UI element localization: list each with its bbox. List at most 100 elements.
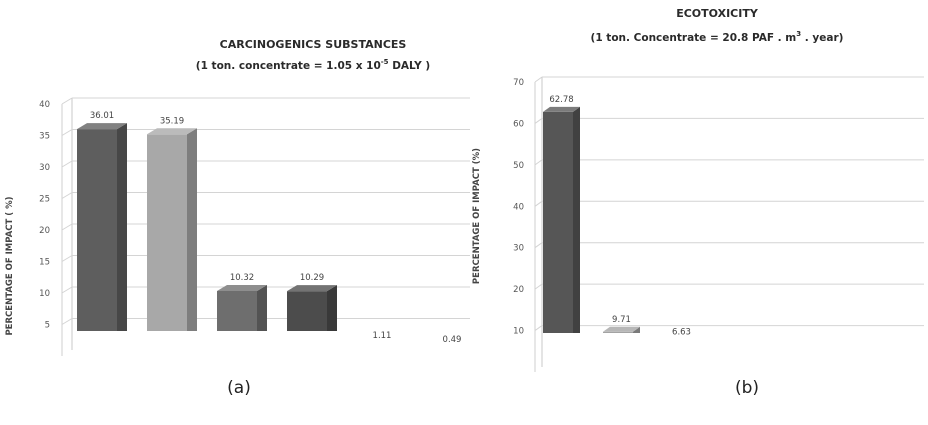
chart-a-bar-2-front: [147, 134, 187, 331]
chart-a-bar-5: [357, 343, 407, 386]
chart-a-gridline-depth: [61, 129, 73, 136]
chart-b-data-label-2: 9.71: [612, 315, 631, 325]
chart-a-gridline-depth: [61, 192, 73, 199]
chart-b-subtitle: (1 ton. Concentrate = 20.8 PAF . m3 . ye…: [591, 30, 844, 44]
chart-b-title: ECOTOXICITY: [676, 7, 759, 20]
chart-b-subtitle-exponent: 3: [796, 30, 801, 38]
chart-a-bar-2-side: [187, 128, 197, 331]
chart-a-gridline-depth: [61, 223, 73, 231]
chart-a-gridlines: [61, 97, 470, 356]
chart-b-bar-3-front: [663, 345, 693, 402]
chart-a-bar-3: [217, 284, 267, 331]
chart-a-bar-5-side: [397, 343, 407, 386]
chart-b-bar-3-top: [663, 340, 700, 345]
chart-a-bar-1: [77, 123, 127, 331]
chart-a-bar-4: [287, 285, 337, 331]
chart-a-data-label-5: 1.11: [373, 331, 392, 341]
chart-a-gridline-depth: [61, 286, 73, 294]
chart-a-bar-4-top: [287, 285, 337, 292]
chart-b-bar-2: [603, 326, 640, 333]
chart-b-ecotoxicity: 10 20 30 40 50 60 70 62.78 9.71 6.63 PERCENTAGE …: [472, 7, 924, 402]
chart-b-y-ticks: 10 20 30 40 50 60 70: [513, 78, 524, 337]
chart-b-bar-1-side: [573, 106, 580, 333]
chart-a-bar-2-top: [147, 128, 197, 135]
chart-b-gridline-depth: [534, 118, 543, 124]
chart-b-gridline-depth: [534, 325, 543, 331]
chart-a-subtitle-suffix: DALY ): [389, 60, 431, 72]
chart-b-y-tick-label: 70: [513, 78, 524, 88]
chart-a-bar-6: [427, 347, 477, 386]
chart-a-data-label-3: 10.32: [230, 273, 254, 283]
chart-b-gridline-depth: [534, 159, 543, 166]
chart-b-caption: (b): [735, 378, 759, 398]
chart-b-data-label-3: 6.63: [672, 328, 691, 338]
chart-a-bar-6-top: [427, 347, 477, 353]
chart-a-y-tick-label: 5: [45, 321, 50, 331]
chart-b-y-tick-label: 20: [513, 285, 524, 295]
chart-b-y-tick-label: 50: [513, 161, 524, 171]
chart-a-bar-4-front: [287, 291, 327, 331]
chart-a-bar-2: [147, 128, 197, 331]
chart-a-data-label-6: 0.49: [443, 335, 462, 345]
chart-a-y-tick-label: 25: [39, 195, 50, 205]
chart-b-bars: [543, 106, 700, 402]
chart-a-bar-1-top: [77, 123, 127, 130]
chart-a-data-label-1: 36.01: [90, 111, 114, 121]
chart-b-bar-3-side: [693, 340, 700, 402]
chart-a-caption: (a): [227, 378, 251, 398]
chart-a-data-labels: 36.01 35.19 10.32 10.29 1.11 0.49: [90, 111, 462, 345]
chart-b-gridlines: [534, 76, 924, 372]
chart-b-bar-3: [663, 340, 700, 402]
chart-a-carcinogenics: 5 10 15 20 25 30 35 40 36.01 35.19 10.32 10.29 1.11…: [5, 38, 477, 398]
chart-a-bar-4-side: [327, 285, 337, 331]
chart-a-y-tick-label: 30: [39, 163, 50, 173]
chart-a-bar-3-side: [257, 284, 267, 331]
chart-b-y-tick-label: 10: [513, 327, 524, 337]
chart-a-gridline-depth: [61, 318, 73, 325]
chart-a-data-label-2: 35.19: [160, 116, 184, 126]
chart-a-subtitle-prefix: (1 ton. concentrate = 1.05 x 10: [196, 60, 381, 72]
chart-b-data-label-1: 62.78: [549, 95, 573, 105]
chart-a-subtitle-exponent: -5: [381, 58, 389, 66]
chart-a-data-label-4: 10.29: [300, 273, 324, 283]
chart-b-subtitle-suffix: . year): [801, 32, 843, 44]
chart-b-gridline-depth: [534, 242, 543, 249]
chart-b-y-tick-label: 30: [513, 244, 524, 254]
chart-a-bar-1-front: [77, 129, 117, 331]
chart-a-y-tick-label: 40: [39, 100, 50, 110]
chart-a-y-axis-label: PERCENTAGE OF IMPACT ( %): [5, 196, 15, 335]
chart-a-bar-6-side: [467, 347, 477, 386]
chart-a-bar-5-front: [357, 349, 397, 386]
chart-b-bar-1-top: [543, 106, 580, 112]
chart-b-bar-2-front: [603, 331, 633, 333]
chart-a-bar-6-front: [427, 353, 467, 386]
chart-a-title: CARCINOGENICS SUBSTANCES: [220, 38, 407, 51]
chart-a-subtitle: (1 ton. concentrate = 1.05 x 10-5 DALY ): [196, 58, 430, 72]
chart-b-gridline-depth: [534, 283, 543, 290]
chart-a-bar-3-top: [217, 284, 267, 291]
chart-b-gridline-depth: [534, 200, 543, 207]
chart-a-y-ticks: 5 10 15 20 25 30 35 40: [39, 100, 50, 331]
chart-a-bar-5-top: [357, 343, 407, 349]
chart-a-gridline-depth: [61, 160, 73, 168]
chart-b-bar-2-top: [603, 326, 640, 332]
chart-b-bar-1-front: [543, 111, 573, 333]
chart-b-subtitle-prefix: (1 ton. Concentrate = 20.8 PAF . m: [591, 32, 797, 44]
chart-a-y-tick-label: 35: [39, 132, 50, 142]
chart-a-y-tick-label: 20: [39, 226, 50, 236]
chart-a-y-tick-label: 10: [39, 289, 50, 299]
chart-a-bar-1-side: [117, 123, 127, 331]
chart-a-gridline-depth: [61, 97, 73, 105]
chart-b-data-labels: 62.78 9.71 6.63: [549, 95, 691, 338]
chart-a-gridline-depth: [61, 255, 73, 262]
chart-b-y-axis-label: PERCENTAGE OF IMPACT (%): [472, 148, 482, 284]
chart-b-bar-2-side: [633, 326, 640, 333]
chart-b-bar-1: [543, 106, 580, 333]
chart-a-y-tick-label: 15: [39, 258, 50, 268]
chart-a-bar-3-front: [217, 290, 257, 331]
chart-b-y-tick-label: 40: [513, 202, 524, 212]
chart-a-bars: [77, 123, 477, 386]
chart-b-y-tick-label: 60: [513, 119, 524, 129]
chart-b-gridline-depth: [534, 76, 543, 83]
